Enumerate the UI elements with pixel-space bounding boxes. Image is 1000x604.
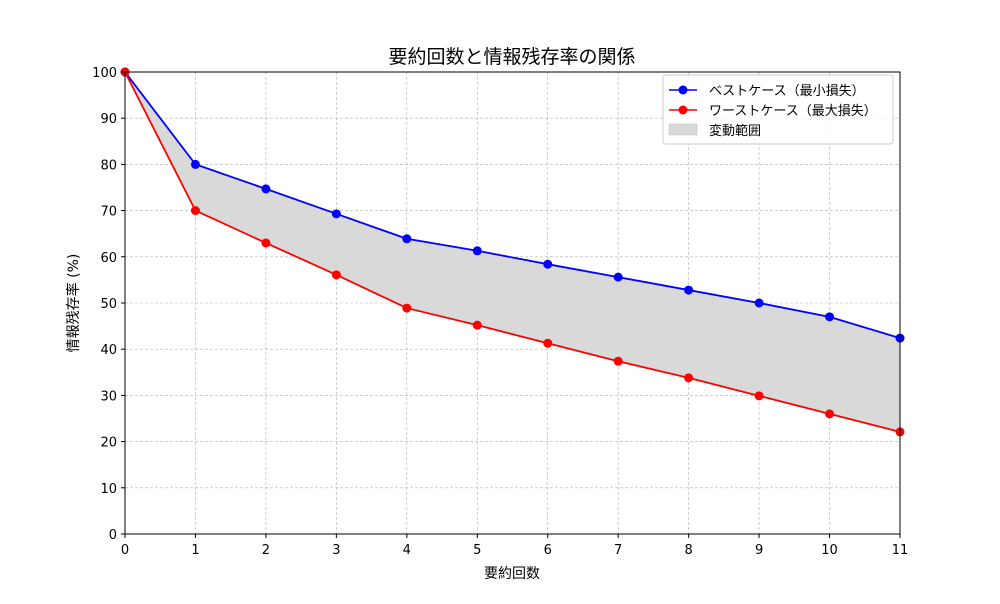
- legend: ベストケース（最小損失） ワーストケース（最大損失） 変動範囲: [662, 74, 894, 145]
- legend-swatch-range: [668, 123, 698, 136]
- data-point-worst: [472, 320, 482, 330]
- y-tick-label: 50: [100, 297, 117, 312]
- data-point-best: [190, 159, 200, 169]
- y-tick-label: 30: [100, 389, 117, 404]
- y-tick-label: 10: [100, 482, 117, 497]
- data-point-worst: [261, 238, 271, 248]
- y-tick-label: 60: [100, 251, 117, 266]
- y-axis-label: 情報残存率 (%): [65, 254, 82, 353]
- y-tick-label: 90: [100, 112, 117, 127]
- x-tick-label: 0: [121, 543, 129, 558]
- series-line-worst: [124, 71, 901, 433]
- legend-label-best: ベストケース（最小損失）: [709, 84, 865, 99]
- legend-marker-worst: [678, 105, 688, 115]
- x-axis-label: 要約回数: [484, 566, 540, 582]
- data-point-worst: [331, 270, 341, 280]
- chart-title: 要約回数と情報残存率の関係: [388, 46, 635, 68]
- legend-label-worst: ワーストケース（最大損失）: [709, 104, 877, 119]
- range-fill-area: [125, 72, 900, 432]
- data-point-best: [754, 298, 764, 308]
- x-tick-label: 2: [262, 543, 270, 558]
- data-point-worst: [684, 373, 694, 383]
- x-tick-label: 6: [544, 543, 552, 558]
- data-point-worst: [543, 338, 553, 348]
- x-tick-label: 11: [892, 543, 909, 558]
- y-tick-label: 0: [109, 528, 117, 543]
- legend-marker-best: [678, 85, 688, 95]
- data-point-worst: [613, 356, 623, 366]
- data-point-best: [402, 234, 412, 244]
- x-tick-label: 1: [191, 543, 199, 558]
- x-tick-label: 8: [684, 543, 692, 558]
- legend-box: [662, 74, 894, 145]
- x-tick-label: 3: [332, 543, 340, 558]
- y-tick-label: 70: [100, 205, 117, 220]
- y-tick-label: 100: [92, 66, 117, 81]
- data-point-best: [825, 312, 835, 322]
- data-point-worst: [754, 391, 764, 401]
- x-tick-label: 9: [755, 543, 763, 558]
- ticks: 0 1 2 3 4 5 6 7 8 9 10 11 0 10 20 30 40 50 60 70 80 90 100: [92, 66, 908, 558]
- y-tick-label: 80: [100, 158, 117, 173]
- x-tick-label: 4: [403, 543, 411, 558]
- series-line-best: [124, 71, 901, 339]
- y-tick-label: 40: [100, 343, 117, 358]
- x-tick-label: 7: [614, 543, 622, 558]
- x-tick-label: 10: [821, 543, 838, 558]
- x-tick-label: 5: [473, 543, 481, 558]
- legend-label-range: 変動範囲: [709, 123, 761, 139]
- data-point-best: [331, 209, 341, 219]
- data-point-worst: [402, 303, 412, 313]
- y-tick-label: 20: [100, 436, 117, 451]
- data-point-worst: [825, 409, 835, 419]
- data-point-worst: [190, 206, 200, 216]
- data-point-best: [543, 259, 553, 269]
- fill-layer: [125, 72, 900, 432]
- data-point-best: [261, 184, 271, 194]
- data-point-best: [684, 285, 694, 295]
- data-point-best: [613, 272, 623, 282]
- data-point-best: [472, 246, 482, 256]
